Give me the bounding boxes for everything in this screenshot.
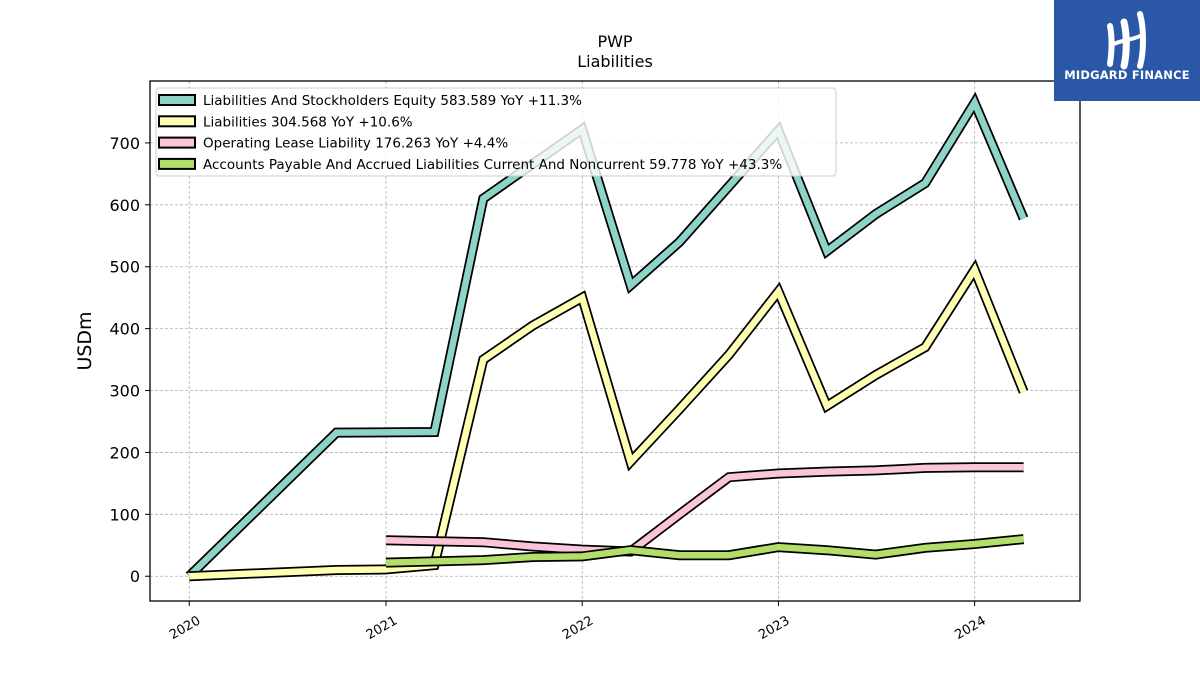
x-tick-label: 2023 xyxy=(756,613,792,643)
legend-swatch xyxy=(158,157,196,170)
series-line xyxy=(385,535,1024,566)
x-tick-label: 2024 xyxy=(952,613,988,643)
x-tick-label: 2021 xyxy=(364,613,400,643)
series-line xyxy=(189,262,1027,580)
legend-label: Accounts Payable And Accrued Liabilities… xyxy=(203,157,782,173)
y-axis-label: USDm xyxy=(74,311,96,370)
y-tick-label: 700 xyxy=(109,134,140,153)
x-tick-label: 2022 xyxy=(560,613,596,643)
y-tick-label: 200 xyxy=(109,443,140,462)
series-4 xyxy=(385,534,1025,568)
legend-label: Operating Lease Liability 176.263 YoY +4… xyxy=(203,136,508,152)
y-tick-label: 300 xyxy=(109,382,140,401)
legend: Liabilities And Stockholders Equity 583.… xyxy=(155,87,837,177)
series-1 xyxy=(185,91,1029,580)
x-tick-label: 2020 xyxy=(167,613,203,643)
series-line xyxy=(186,95,1027,579)
legend-swatch xyxy=(158,94,196,106)
series-line xyxy=(385,464,1024,555)
y-tick-label: 400 xyxy=(109,320,140,339)
midgard-finance-logo: MIDGARD FINANCE xyxy=(1054,0,1200,101)
legend-label: Liabilities And Stockholders Equity 583.… xyxy=(203,93,582,109)
logo-mark-icon xyxy=(1107,11,1146,70)
chart-title: PWP xyxy=(597,32,632,51)
legend-swatch xyxy=(158,115,196,128)
y-tick-label: 500 xyxy=(109,258,140,277)
plot-frame xyxy=(149,80,1081,602)
series-3 xyxy=(385,462,1024,557)
series-line-outline xyxy=(385,462,1024,557)
chart-subtitle: Liabilities xyxy=(577,52,653,71)
y-tick-label: 600 xyxy=(109,196,140,215)
legend-label: Liabilities 304.568 YoY +10.6% xyxy=(203,114,413,130)
series-layer xyxy=(185,91,1029,582)
series-2 xyxy=(188,258,1029,582)
logo-text: MIDGARD FINANCE xyxy=(1064,68,1190,82)
series-line-outline xyxy=(188,258,1029,582)
legend-box xyxy=(155,87,837,177)
y-tick-label: 0 xyxy=(130,567,140,586)
legend-swatch xyxy=(158,136,196,149)
y-tick-label: 100 xyxy=(109,505,140,524)
